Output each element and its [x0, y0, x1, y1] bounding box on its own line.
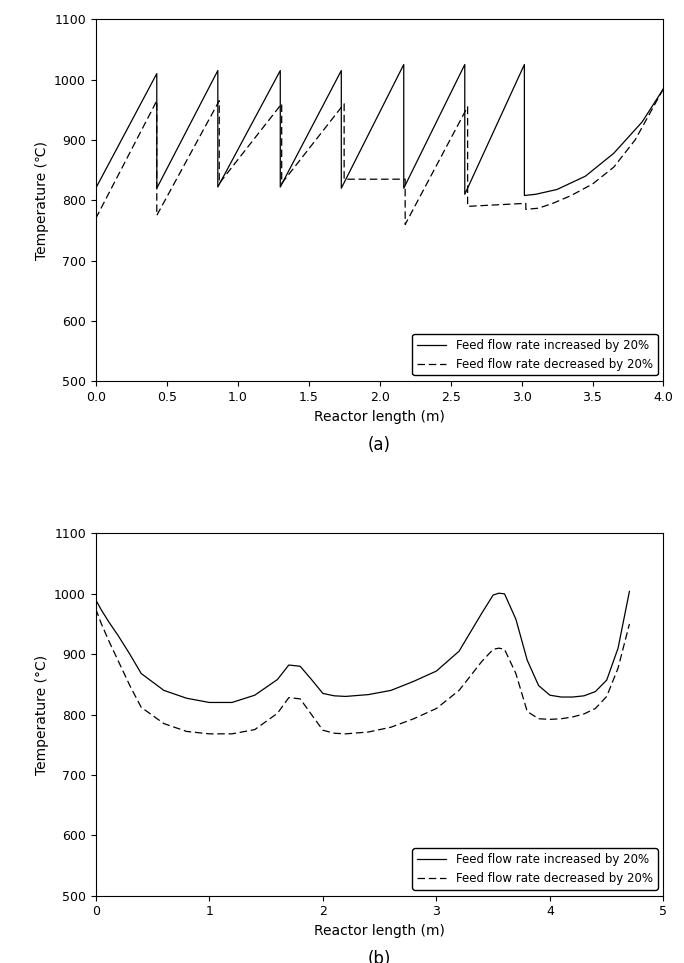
Text: (a): (a): [368, 435, 391, 454]
Legend: Feed flow rate increased by 20%, Feed flow rate decreased by 20%: Feed flow rate increased by 20%, Feed fl…: [412, 334, 657, 376]
X-axis label: Reactor length (m): Reactor length (m): [314, 924, 445, 938]
X-axis label: Reactor length (m): Reactor length (m): [314, 409, 445, 424]
Legend: Feed flow rate increased by 20%, Feed flow rate decreased by 20%: Feed flow rate increased by 20%, Feed fl…: [412, 848, 657, 890]
Text: (b): (b): [368, 950, 391, 963]
Y-axis label: Temperature (℃): Temperature (℃): [35, 141, 49, 260]
Y-axis label: Temperature (°C): Temperature (°C): [35, 655, 49, 774]
